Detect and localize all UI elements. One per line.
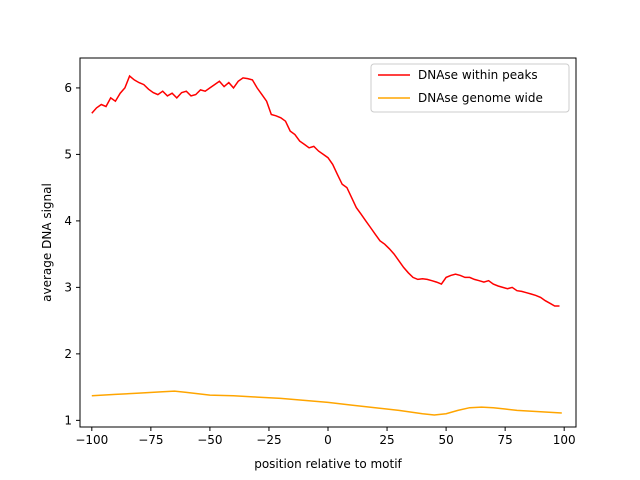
legend: DNAse within peaks DNAse genome wide (370, 63, 570, 113)
y-tick-label: 6 (64, 81, 72, 95)
series-layer (91, 74, 562, 416)
plot-area (79, 57, 577, 428)
series-line-0 (91, 74, 560, 307)
x-tick-label: −25 (256, 433, 281, 447)
legend-box (370, 63, 570, 113)
y-tick-label: 2 (64, 347, 72, 361)
y-axis-label: average DNA signal (40, 183, 54, 302)
x-tick-label: −100 (75, 433, 108, 447)
legend-label-peaks: DNAse within peaks (418, 68, 538, 82)
y-tick-label: 5 (64, 147, 72, 161)
y-tick-label: 4 (64, 214, 72, 228)
y-axis: 1 2 3 4 5 6 (64, 81, 80, 427)
x-tick-label: −75 (138, 433, 163, 447)
y-tick-label: 1 (64, 413, 72, 427)
x-axis: −100 −75 −50 −25 0 25 50 75 100 (75, 427, 576, 447)
x-tick-label: 50 (438, 433, 453, 447)
x-tick-label: 100 (553, 433, 576, 447)
y-tick-label: 3 (64, 280, 72, 294)
x-tick-label: 25 (379, 433, 394, 447)
x-tick-label: 0 (324, 433, 332, 447)
x-axis-label: position relative to motif (254, 457, 402, 471)
legend-label-genome: DNAse genome wide (418, 91, 543, 105)
series-line-1 (91, 390, 562, 416)
x-tick-label: −50 (197, 433, 222, 447)
x-tick-label: 75 (498, 433, 513, 447)
